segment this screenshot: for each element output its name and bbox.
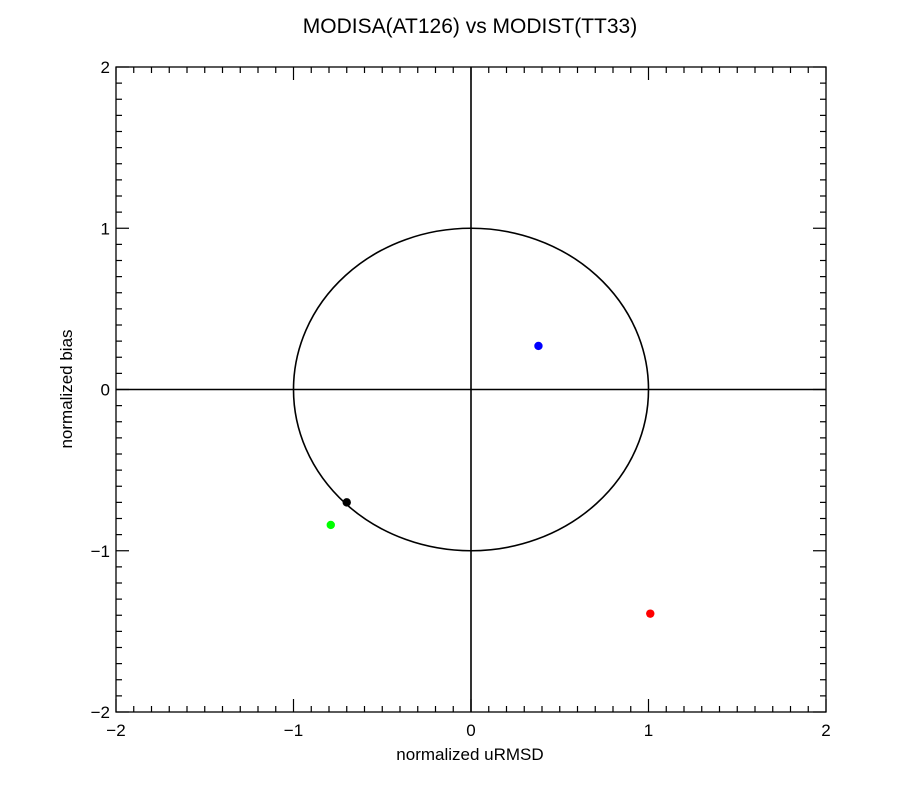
plot-area bbox=[115, 66, 827, 713]
chart-title: MODISA(AT126) vs MODIST(TT33) bbox=[303, 15, 637, 38]
y-tick-label: −2 bbox=[91, 703, 110, 722]
reference-circle bbox=[292, 227, 650, 552]
x-tick-labels: −2 −1 0 1 2 bbox=[106, 721, 830, 740]
data-point bbox=[646, 609, 655, 618]
x-tick-label: −2 bbox=[106, 721, 125, 740]
x-tick-label: 1 bbox=[644, 721, 653, 740]
y-tick-label: 0 bbox=[101, 381, 110, 400]
axis-ticks bbox=[115, 66, 827, 713]
y-axis-label: normalized bias bbox=[57, 329, 76, 448]
x-axis-label: normalized uRMSD bbox=[396, 745, 543, 764]
data-point bbox=[326, 520, 335, 530]
data-points bbox=[326, 341, 655, 618]
y-tick-label: −1 bbox=[91, 542, 110, 561]
x-tick-label: 2 bbox=[821, 721, 830, 740]
x-tick-label: 0 bbox=[466, 721, 475, 740]
data-point bbox=[534, 341, 543, 351]
y-tick-label: 1 bbox=[101, 219, 110, 238]
y-tick-labels: −2 −1 0 1 2 bbox=[91, 58, 110, 722]
x-tick-label: −1 bbox=[284, 721, 303, 740]
y-tick-label: 2 bbox=[101, 58, 110, 77]
data-point bbox=[342, 498, 351, 507]
